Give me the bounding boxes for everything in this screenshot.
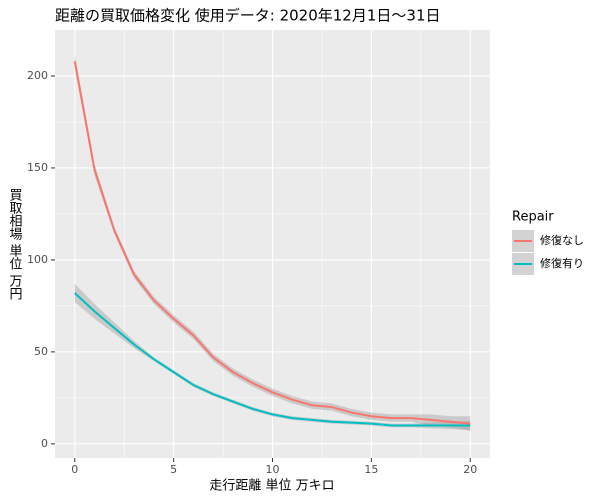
y-tick-label: 0 [41, 437, 48, 450]
x-tick-label: 5 [170, 463, 177, 476]
x-tick-label: 20 [463, 463, 477, 476]
series-line [74, 292, 471, 427]
series-line [73, 61, 471, 425]
chart-title: 距離の買取価格変化 使用データ: 2020年12月1日～31日 [55, 7, 440, 25]
x-axis-title: 走行距離 単位 万キロ [209, 478, 334, 494]
y-tick-label: 150 [27, 161, 48, 174]
legend-text: 修復なし [540, 233, 584, 247]
legend-title: Repair [512, 210, 554, 225]
y-tick-label: 200 [27, 69, 48, 82]
y-tick-label: 100 [27, 253, 48, 266]
legend-text: 修復有り [540, 256, 584, 270]
x-tick-label: 0 [71, 463, 78, 476]
y-axis-title: 買取相場 単位 万円 [7, 188, 23, 301]
y-tick-label: 50 [34, 345, 48, 358]
x-tick-label: 10 [266, 463, 280, 476]
x-tick-label: 15 [364, 463, 378, 476]
